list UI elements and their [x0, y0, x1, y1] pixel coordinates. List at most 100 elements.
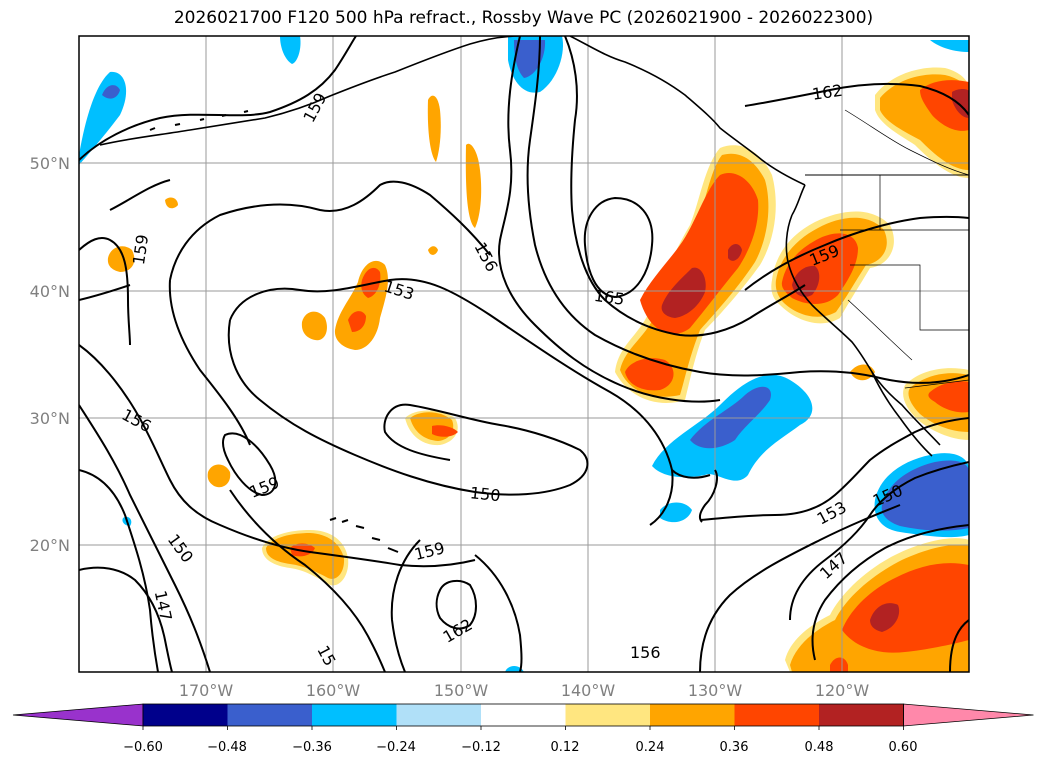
state-border-4 [847, 299, 913, 361]
lon-label: 120°W [815, 681, 870, 700]
blue-shade-nw-alaska-core [102, 85, 120, 99]
contour-153-far-right [949, 619, 969, 672]
contour-156-lower-west [109, 179, 251, 446]
lon-label: 140°W [561, 681, 616, 700]
warm-shade-se-strong [842, 563, 969, 653]
warm-shade-se-core [870, 603, 900, 632]
warm-shade-mid-dot [428, 246, 438, 255]
lon-label: 170°W [179, 681, 234, 700]
contour-156-upper-left [79, 284, 131, 301]
warm-shade-mid-1 [301, 311, 327, 341]
contour-153-center-right [698, 469, 718, 523]
lat-label: 20°N [30, 536, 70, 555]
colorbar-tick-labels: −0.60 −0.48 −0.36 −0.24 −0.12 0.12 0.24 … [123, 740, 917, 755]
contour-153-right [699, 417, 969, 521]
warm-shade-mid-2-strong2 [348, 311, 366, 332]
warm-shade-tall-1 [427, 95, 441, 162]
colorbar-tick-label: −0.48 [207, 740, 247, 755]
contour-162-trough [564, 36, 806, 337]
colorbar-tick-label: −0.36 [292, 740, 332, 755]
colorbar-segment [734, 704, 820, 726]
contour-159-trough [526, 36, 969, 384]
latitude-labels: 50°N 40°N 30°N 20°N [30, 154, 70, 555]
contour-162-north [744, 82, 969, 116]
alaska-gulf-coast [569, 36, 806, 186]
state-border-2 [850, 264, 969, 331]
contour-159-east [744, 215, 969, 291]
blue-shade-bottom [505, 666, 524, 672]
colorbar-segment [565, 704, 651, 726]
lat-label: 30°N [30, 409, 70, 428]
baja-coast [871, 371, 933, 457]
blue-shade-top-1 [280, 36, 301, 64]
warm-shade-pnw-core [661, 267, 706, 318]
colorbar-extend-high [903, 703, 1034, 727]
contour-153-lower [227, 319, 589, 496]
colorbar-tick-label: −0.24 [376, 740, 416, 755]
contour-159-right-lower [474, 554, 523, 672]
contour-156-center [498, 36, 721, 403]
lon-label: 150°W [434, 681, 489, 700]
contour-156-arc [79, 344, 476, 568]
contour-label: 159 [247, 473, 282, 502]
contour-150-left [79, 404, 211, 672]
colorbar-tick-label: 0.24 [636, 740, 665, 755]
contour-162-closed [435, 579, 477, 630]
colorbar-outline [142, 703, 904, 727]
warm-shade-se-small [830, 657, 848, 672]
contour-159-north-west [79, 36, 357, 161]
contour-165-closed [583, 196, 654, 299]
contour-147-left [79, 469, 159, 672]
contour-label: 156 [119, 405, 155, 436]
warm-shade-mex-strong [928, 381, 969, 413]
warm-shade-west-2 [207, 464, 231, 488]
blue-shade-top-2-core [514, 40, 546, 78]
colorbar-segment [143, 704, 228, 726]
contour-label: 165 [593, 286, 626, 309]
colorbar-tick-label: 0.36 [720, 740, 749, 755]
map-title: 2026021700 F120 500 hPa refract., Rossby… [173, 8, 874, 28]
colorbar-tick-label: −0.60 [123, 740, 163, 755]
colorbar-segment [227, 704, 313, 726]
blue-shade-nw-alaska [79, 71, 127, 165]
contour-159-small-closed [222, 432, 277, 497]
contour-156-bottom [699, 504, 901, 672]
contour-153-closed [229, 278, 674, 526]
warm-shade-west-1 [107, 246, 135, 272]
warm-shade-tall-2 [465, 143, 482, 228]
colorbar-segment [650, 704, 735, 726]
lat-label: 50°N [30, 154, 70, 173]
colorbar-segment [396, 704, 482, 726]
warm-shade-sw-mid [266, 533, 345, 579]
colorbar-tick-label: 0.48 [805, 740, 834, 755]
mex-border [904, 379, 969, 389]
contour-label: 150 [469, 483, 501, 505]
colorbar-tick-label: −0.12 [461, 740, 501, 755]
height-contours [79, 36, 969, 672]
colorbar: −0.60 −0.48 −0.36 −0.24 −0.12 0.12 0.24 … [12, 703, 1034, 755]
blue-shade-se-core [881, 460, 969, 531]
plot-frame [78, 35, 970, 673]
blue-shade-center-light [660, 502, 692, 523]
colorbar-tick-label: 0.12 [551, 740, 580, 755]
grid-lines [79, 36, 969, 672]
contour-159-lower-center [390, 539, 421, 672]
contour-147-right [811, 524, 969, 661]
colorbar-segment [819, 704, 904, 726]
warm-shade-center-small-strong [432, 425, 458, 437]
contour-147-sw-corner [79, 566, 173, 672]
contour-label: 147 [151, 589, 176, 623]
coastlines [99, 36, 969, 553]
contour-label: 159 [129, 233, 152, 266]
longitude-labels: 170°W 160°W 150°W 140°W 130°W 120°W [179, 681, 870, 700]
contour-label: 156 [630, 643, 661, 662]
canada-province-border [844, 109, 969, 176]
warm-shade-west-dot [165, 197, 178, 209]
contour-label: 15 [313, 642, 339, 669]
contour-label: 153 [814, 497, 850, 528]
lon-label: 130°W [688, 681, 743, 700]
contour-150-right [789, 461, 969, 621]
warm-shade-pnw-core2 [728, 244, 742, 261]
contour-label: 162 [811, 81, 844, 104]
